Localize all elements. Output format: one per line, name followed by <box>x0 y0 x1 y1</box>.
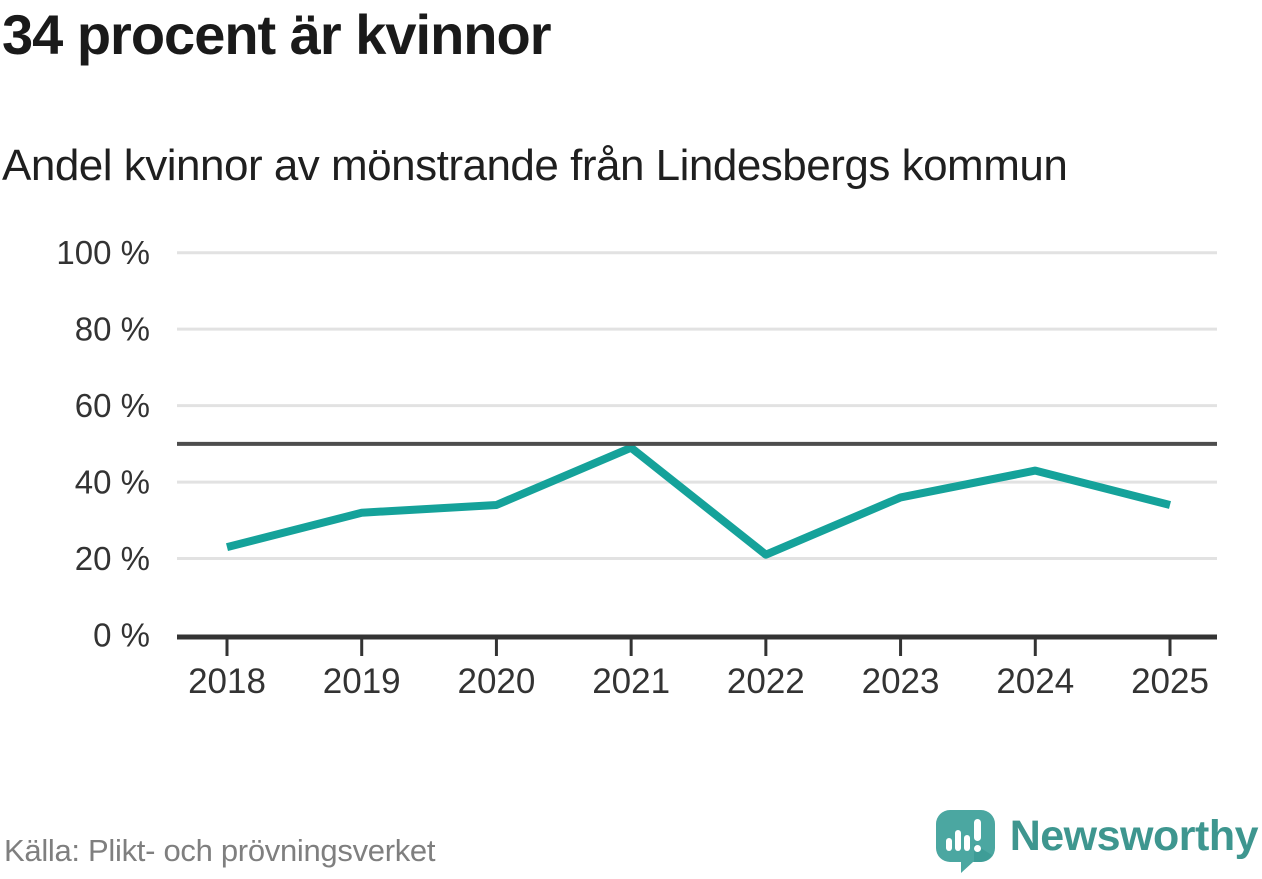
x-tick-label: 2019 <box>323 662 401 701</box>
x-tick-label: 2020 <box>457 662 535 701</box>
source-caption: Källa: Plikt- och prövningsverket <box>4 833 436 868</box>
y-tick-label: 60 % <box>75 387 150 424</box>
y-tick-label: 20 % <box>75 540 150 577</box>
logo-exclamation-bar <box>973 819 981 841</box>
x-tick-label: 2023 <box>862 662 940 701</box>
data-line <box>226 443 1171 559</box>
x-tick-label: 2024 <box>996 662 1074 701</box>
x-tick-label: 2022 <box>727 662 805 701</box>
newsworthy-logo-icon <box>935 810 995 873</box>
newsworthy-logo-text: Newsworthy <box>1009 811 1259 860</box>
y-tick-label: 0 % <box>93 617 150 654</box>
x-tick-label: 2025 <box>1131 662 1209 701</box>
y-tick-label: 100 % <box>56 234 150 271</box>
x-tick-label: 2018 <box>188 662 266 701</box>
chart-subtitle: Andel kvinnor av mönstrande från Lindesb… <box>2 141 1068 190</box>
line-chart: 0 % 20 % 40 % 60 % 80 % 100 % 2018 2019 2020 2021… <box>0 228 1262 720</box>
y-tick-label: 40 % <box>75 464 150 501</box>
chart-title: 34 procent är kvinnor <box>2 3 552 66</box>
logo-exclamation-dot <box>973 845 981 852</box>
newsworthy-logo: Newsworthy <box>934 809 1259 873</box>
y-tick-label: 80 % <box>75 311 150 348</box>
line-chart-canvas: 0 % 20 % 40 % 60 % 80 % 100 % 2018 2019 2020 2021… <box>56 234 1217 701</box>
logo-bar-3 <box>963 835 970 851</box>
logo-bar-2 <box>954 830 961 851</box>
x-tick-label: 2021 <box>592 662 670 701</box>
logo-bar-1 <box>945 838 952 851</box>
